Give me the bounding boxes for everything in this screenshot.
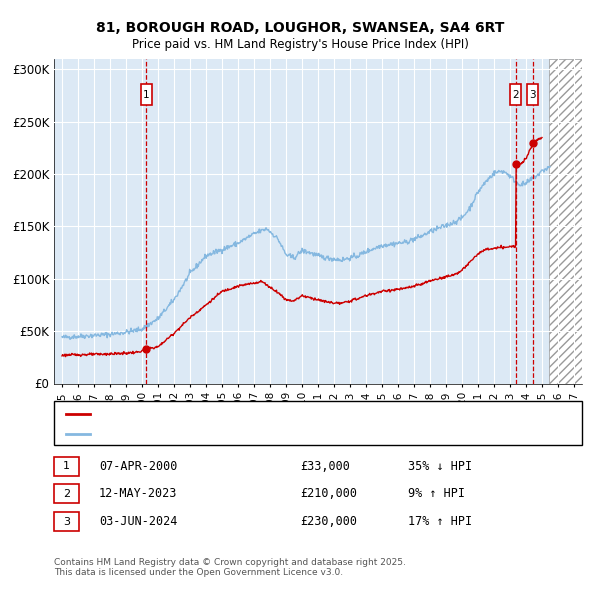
Text: 3: 3 bbox=[63, 517, 70, 526]
Text: 1: 1 bbox=[143, 90, 149, 100]
Text: 35% ↓ HPI: 35% ↓ HPI bbox=[408, 460, 472, 473]
Text: 2: 2 bbox=[512, 90, 519, 100]
FancyBboxPatch shape bbox=[527, 84, 538, 105]
FancyBboxPatch shape bbox=[141, 84, 152, 105]
Text: 3: 3 bbox=[529, 90, 536, 100]
Text: 17% ↑ HPI: 17% ↑ HPI bbox=[408, 515, 472, 528]
Text: 9% ↑ HPI: 9% ↑ HPI bbox=[408, 487, 465, 500]
Text: Price paid vs. HM Land Registry's House Price Index (HPI): Price paid vs. HM Land Registry's House … bbox=[131, 38, 469, 51]
Text: 1: 1 bbox=[63, 461, 70, 471]
Text: HPI: Average price, semi-detached house, Swansea: HPI: Average price, semi-detached house,… bbox=[96, 430, 364, 440]
Text: 03-JUN-2024: 03-JUN-2024 bbox=[99, 515, 178, 528]
Text: £230,000: £230,000 bbox=[300, 515, 357, 528]
Bar bbox=[549, 59, 582, 384]
FancyBboxPatch shape bbox=[510, 84, 521, 105]
Text: £210,000: £210,000 bbox=[300, 487, 357, 500]
Text: 81, BOROUGH ROAD, LOUGHOR, SWANSEA, SA4 6RT: 81, BOROUGH ROAD, LOUGHOR, SWANSEA, SA4 … bbox=[96, 21, 504, 35]
Text: 07-APR-2000: 07-APR-2000 bbox=[99, 460, 178, 473]
Text: 81, BOROUGH ROAD, LOUGHOR, SWANSEA, SA4 6RT (semi-detached house): 81, BOROUGH ROAD, LOUGHOR, SWANSEA, SA4 … bbox=[96, 409, 494, 418]
Text: Contains HM Land Registry data © Crown copyright and database right 2025.
This d: Contains HM Land Registry data © Crown c… bbox=[54, 558, 406, 577]
Text: 12-MAY-2023: 12-MAY-2023 bbox=[99, 487, 178, 500]
Text: 2: 2 bbox=[63, 489, 70, 499]
Text: £33,000: £33,000 bbox=[300, 460, 350, 473]
